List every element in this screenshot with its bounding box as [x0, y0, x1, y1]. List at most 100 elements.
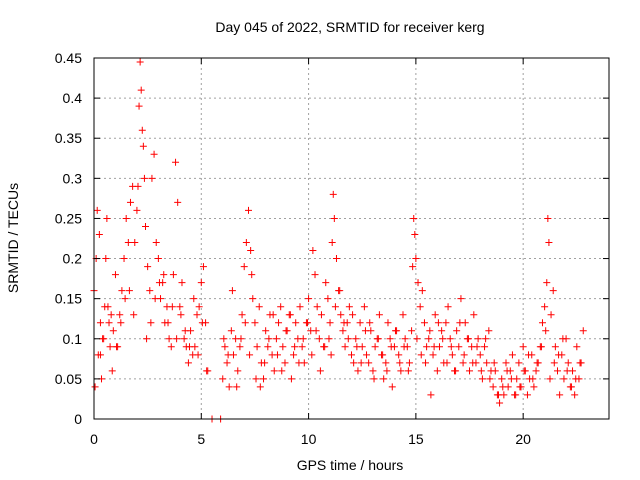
data-point: [277, 303, 285, 311]
data-point: [416, 303, 424, 311]
data-point: [91, 383, 99, 391]
data-point: [576, 359, 584, 367]
data-point: [108, 367, 116, 375]
data-point: [345, 303, 353, 311]
data-point: [296, 303, 304, 311]
y-tick-label: 0.25: [55, 210, 82, 226]
data-point: [95, 230, 103, 238]
data-point: [383, 367, 391, 375]
x-tick-label: 0: [90, 431, 98, 447]
data-point: [386, 335, 394, 343]
data-point: [425, 335, 433, 343]
data-point: [349, 311, 357, 319]
chart-title: Day 045 of 2022, SRMTID for receiver ker…: [215, 19, 484, 35]
data-point: [332, 255, 340, 263]
data-point: [459, 359, 467, 367]
data-point: [143, 335, 151, 343]
data-point: [185, 343, 193, 351]
data-point: [221, 343, 229, 351]
data-point: [126, 198, 134, 206]
data-point: [198, 319, 206, 327]
data-point: [341, 343, 349, 351]
data-point: [422, 359, 430, 367]
data-point: [499, 383, 507, 391]
data-point: [96, 319, 104, 327]
data-point: [261, 359, 269, 367]
data-point: [256, 383, 264, 391]
data-point: [282, 327, 290, 335]
data-point: [427, 391, 435, 399]
data-point: [111, 271, 119, 279]
data-point: [290, 351, 298, 359]
data-point: [379, 351, 387, 359]
data-point: [178, 279, 186, 287]
data-point: [537, 343, 545, 351]
x-tick-labels: 0 5 10 15 20: [90, 431, 531, 447]
data-point: [354, 367, 362, 375]
data-point: [133, 206, 141, 214]
data-point: [411, 230, 419, 238]
data-point: [525, 351, 533, 359]
data-point: [311, 271, 319, 279]
data-point: [452, 367, 460, 375]
data-point: [122, 214, 130, 222]
data-point: [316, 367, 324, 375]
data-point: [180, 335, 188, 343]
data-point: [481, 343, 489, 351]
data-point: [118, 287, 126, 295]
data-point: [265, 335, 273, 343]
data-point: [538, 319, 546, 327]
data-point: [573, 343, 581, 351]
data-point: [571, 391, 579, 399]
data-point: [286, 311, 294, 319]
data-point: [168, 303, 176, 311]
data-point: [304, 319, 312, 327]
x-tick-label: 5: [197, 431, 205, 447]
data-point: [107, 311, 115, 319]
data-point: [508, 351, 516, 359]
data-point: [559, 335, 567, 343]
data-point: [336, 287, 344, 295]
data-point: [281, 359, 289, 367]
data-point: [130, 311, 138, 319]
data-point: [363, 351, 371, 359]
y-tick-label: 0.3: [63, 170, 83, 186]
data-point: [396, 359, 404, 367]
data-point: [395, 351, 403, 359]
data-point: [473, 343, 481, 351]
data-point: [190, 295, 198, 303]
data-point: [464, 335, 472, 343]
data-point: [236, 343, 244, 351]
data-point: [270, 367, 278, 375]
grid-lines: [94, 58, 609, 419]
data-point: [121, 295, 129, 303]
data-point: [530, 383, 538, 391]
data-point: [151, 295, 159, 303]
data-point: [253, 343, 261, 351]
data-point: [177, 311, 185, 319]
data-point: [330, 214, 338, 222]
data-point: [516, 383, 524, 391]
data-point: [453, 327, 461, 335]
data-point: [219, 375, 227, 383]
data-point: [142, 222, 149, 230]
data-point: [532, 367, 540, 375]
data-point: [498, 375, 506, 383]
data-point: [337, 311, 345, 319]
data-point: [365, 359, 373, 367]
data-point: [554, 367, 561, 375]
data-point: [113, 343, 121, 351]
data-point: [446, 335, 454, 343]
data-point: [273, 351, 281, 359]
data-point: [322, 279, 330, 287]
data-point: [223, 359, 231, 367]
data-point: [572, 375, 580, 383]
data-point: [397, 367, 405, 375]
y-tick-label: 0.05: [55, 371, 82, 387]
data-point: [160, 271, 168, 279]
data-point: [429, 351, 437, 359]
data-point: [144, 263, 152, 271]
data-point: [456, 319, 464, 327]
data-point: [291, 343, 299, 351]
data-point: [106, 343, 114, 351]
